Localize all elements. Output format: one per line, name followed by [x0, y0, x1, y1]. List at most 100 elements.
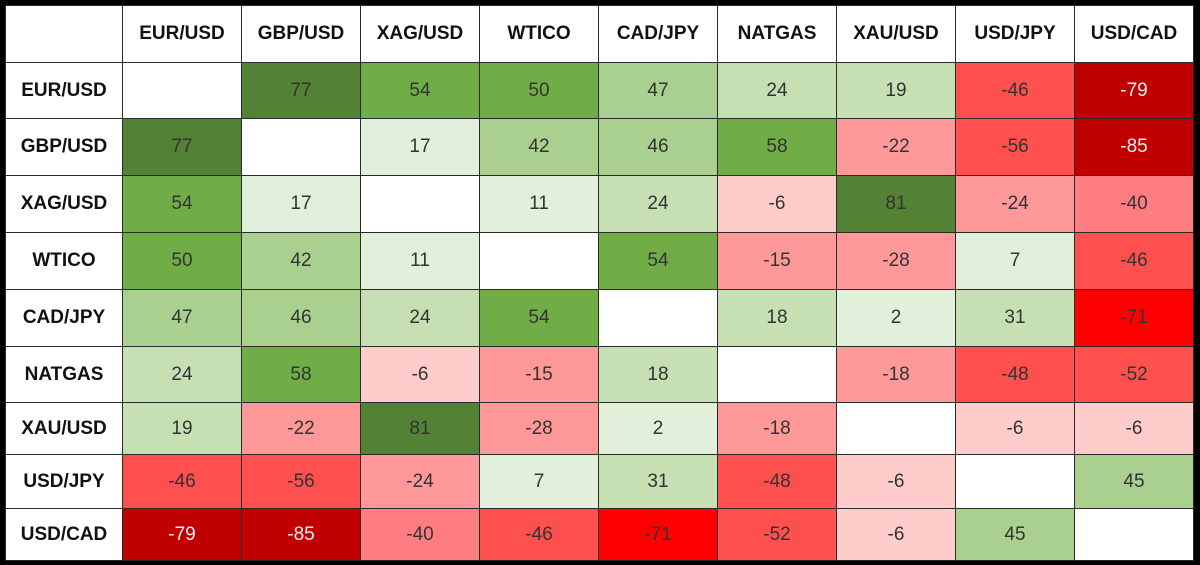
heatmap-cell: 11 — [479, 175, 599, 233]
column-header: XAU/USD — [836, 5, 956, 63]
heatmap-cell: -6 — [360, 346, 480, 403]
header-row: EUR/USD GBP/USD XAG/USD WTICO CAD/JPY NA… — [5, 5, 1194, 63]
heatmap-cell: -6 — [836, 508, 956, 561]
matrix-row: USD/JPY -46 -56 -24 7 31 -48 -6 45 — [5, 454, 1194, 509]
heatmap-cell: 81 — [836, 175, 956, 233]
matrix-row: WTICO 50 42 11 54 -15 -28 7 -46 — [5, 232, 1194, 290]
heatmap-cell: 18 — [717, 289, 837, 347]
heatmap-cell: 17 — [241, 175, 361, 233]
heatmap-cell: -18 — [836, 346, 956, 403]
heatmap-cell: -71 — [598, 508, 718, 561]
heatmap-cell: 50 — [122, 232, 242, 290]
heatmap-cell: -6 — [717, 175, 837, 233]
heatmap-cell — [1074, 508, 1194, 561]
column-header: NATGAS — [717, 5, 837, 63]
heatmap-cell — [717, 346, 837, 403]
row-header: XAG/USD — [5, 175, 123, 233]
heatmap-cell: 45 — [1074, 454, 1194, 509]
heatmap-cell: 58 — [241, 346, 361, 403]
heatmap-cell — [955, 454, 1075, 509]
heatmap-cell: 54 — [360, 62, 480, 119]
heatmap-cell: 7 — [955, 232, 1075, 290]
heatmap-cell: 42 — [479, 118, 599, 176]
heatmap-cell: -46 — [955, 62, 1075, 119]
heatmap-cell: -79 — [1074, 62, 1194, 119]
heatmap-cell: 7 — [479, 454, 599, 509]
heatmap-cell: -79 — [122, 508, 242, 561]
heatmap-cell: -18 — [717, 402, 837, 455]
correlation-matrix: EUR/USD GBP/USD XAG/USD WTICO CAD/JPY NA… — [5, 5, 1194, 561]
heatmap-cell: -85 — [241, 508, 361, 561]
heatmap-cell: -71 — [1074, 289, 1194, 347]
heatmap-cell: -52 — [717, 508, 837, 561]
heatmap-cell: 50 — [479, 62, 599, 119]
matrix-row: XAG/USD 54 17 11 24 -6 81 -24 -40 — [5, 175, 1194, 233]
heatmap-cell: -22 — [836, 118, 956, 176]
heatmap-cell: 31 — [955, 289, 1075, 347]
heatmap-cell: 77 — [122, 118, 242, 176]
matrix-body: EUR/USD 77 54 50 47 24 19 -46 -79 GBP/USD 77 17 42 46… — [5, 62, 1194, 561]
matrix-row: USD/CAD -79 -85 -40 -46 -71 -52 -6 45 — [5, 508, 1194, 561]
heatmap-cell: 24 — [598, 175, 718, 233]
heatmap-cell: -40 — [1074, 175, 1194, 233]
heatmap-cell: 45 — [955, 508, 1075, 561]
heatmap-cell: -56 — [241, 454, 361, 509]
heatmap-cell — [598, 289, 718, 347]
heatmap-cell: -6 — [1074, 402, 1194, 455]
heatmap-cell: -46 — [479, 508, 599, 561]
row-header: CAD/JPY — [5, 289, 123, 347]
heatmap-cell: -56 — [955, 118, 1075, 176]
row-header: GBP/USD — [5, 118, 123, 176]
column-header: XAG/USD — [360, 5, 480, 63]
heatmap-cell: -48 — [955, 346, 1075, 403]
heatmap-cell: -46 — [1074, 232, 1194, 290]
heatmap-cell: -28 — [479, 402, 599, 455]
matrix-row: XAU/USD 19 -22 81 -28 2 -18 -6 -6 — [5, 402, 1194, 455]
column-header: WTICO — [479, 5, 599, 63]
heatmap-cell — [836, 402, 956, 455]
heatmap-cell: -6 — [955, 402, 1075, 455]
heatmap-cell: 17 — [360, 118, 480, 176]
column-header: CAD/JPY — [598, 5, 718, 63]
heatmap-cell: 19 — [836, 62, 956, 119]
matrix-row: GBP/USD 77 17 42 46 58 -22 -56 -85 — [5, 118, 1194, 176]
column-header: EUR/USD — [122, 5, 242, 63]
heatmap-cell: 54 — [598, 232, 718, 290]
row-header: WTICO — [5, 232, 123, 290]
row-header: EUR/USD — [5, 62, 123, 119]
column-header: USD/CAD — [1074, 5, 1194, 63]
heatmap-cell — [241, 118, 361, 176]
heatmap-cell: -52 — [1074, 346, 1194, 403]
heatmap-cell: -24 — [955, 175, 1075, 233]
heatmap-cell: -40 — [360, 508, 480, 561]
heatmap-cell: -15 — [479, 346, 599, 403]
column-header: USD/JPY — [955, 5, 1075, 63]
heatmap-cell: 42 — [241, 232, 361, 290]
heatmap-cell: -46 — [122, 454, 242, 509]
heatmap-cell: 54 — [479, 289, 599, 347]
heatmap-cell: -48 — [717, 454, 837, 509]
corner-cell — [5, 5, 123, 63]
heatmap-cell: -24 — [360, 454, 480, 509]
heatmap-cell: 77 — [241, 62, 361, 119]
heatmap-cell: 18 — [598, 346, 718, 403]
column-header: GBP/USD — [241, 5, 361, 63]
heatmap-cell: -22 — [241, 402, 361, 455]
heatmap-cell: 2 — [836, 289, 956, 347]
heatmap-cell: 81 — [360, 402, 480, 455]
matrix-row: NATGAS 24 58 -6 -15 18 -18 -48 -52 — [5, 346, 1194, 403]
heatmap-cell: 58 — [717, 118, 837, 176]
heatmap-cell: 11 — [360, 232, 480, 290]
heatmap-cell — [479, 232, 599, 290]
heatmap-cell: 24 — [360, 289, 480, 347]
matrix-row: CAD/JPY 47 46 24 54 18 2 31 -71 — [5, 289, 1194, 347]
heatmap-cell: 46 — [241, 289, 361, 347]
row-header: USD/JPY — [5, 454, 123, 509]
heatmap-cell: 54 — [122, 175, 242, 233]
row-header: NATGAS — [5, 346, 123, 403]
heatmap-cell: 31 — [598, 454, 718, 509]
heatmap-cell: 46 — [598, 118, 718, 176]
heatmap-cell: 47 — [122, 289, 242, 347]
matrix-row: EUR/USD 77 54 50 47 24 19 -46 -79 — [5, 62, 1194, 119]
heatmap-cell: -28 — [836, 232, 956, 290]
